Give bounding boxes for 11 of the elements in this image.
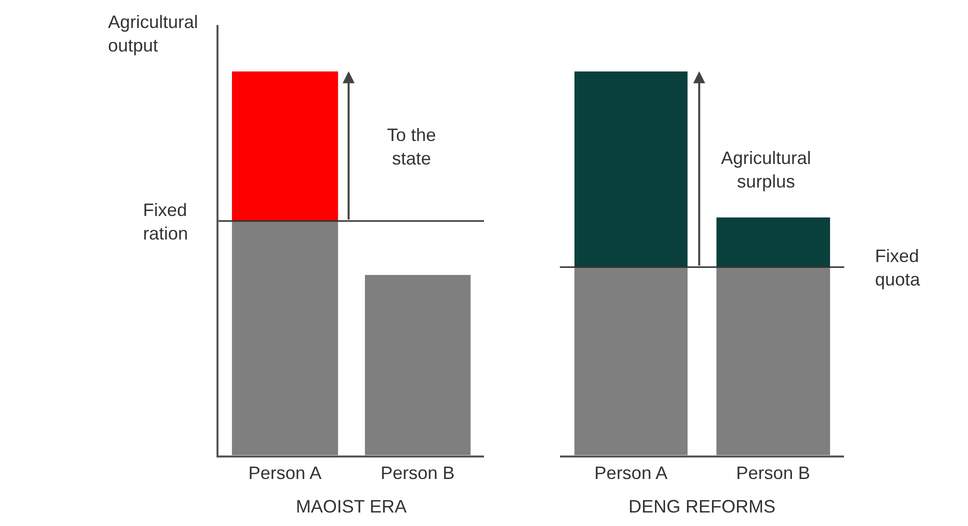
x-tick-label: Person B [380, 462, 455, 483]
x-tick-label: Person A [594, 462, 668, 483]
annotation: To the state [387, 125, 436, 168]
ref-line-label: Fixed ration [143, 200, 188, 244]
annotation: Agricultural surplus [721, 148, 812, 192]
x-tick-label: Person A [248, 462, 322, 483]
x-axis-title: DENG REFORMS [628, 496, 776, 516]
ref-line-label: Fixed quota [875, 246, 922, 290]
x-axis-title: MAOIST ERA [296, 496, 407, 516]
y-axis-title: Agricultural output [108, 12, 198, 56]
x-tick-label: Person B [736, 462, 810, 483]
